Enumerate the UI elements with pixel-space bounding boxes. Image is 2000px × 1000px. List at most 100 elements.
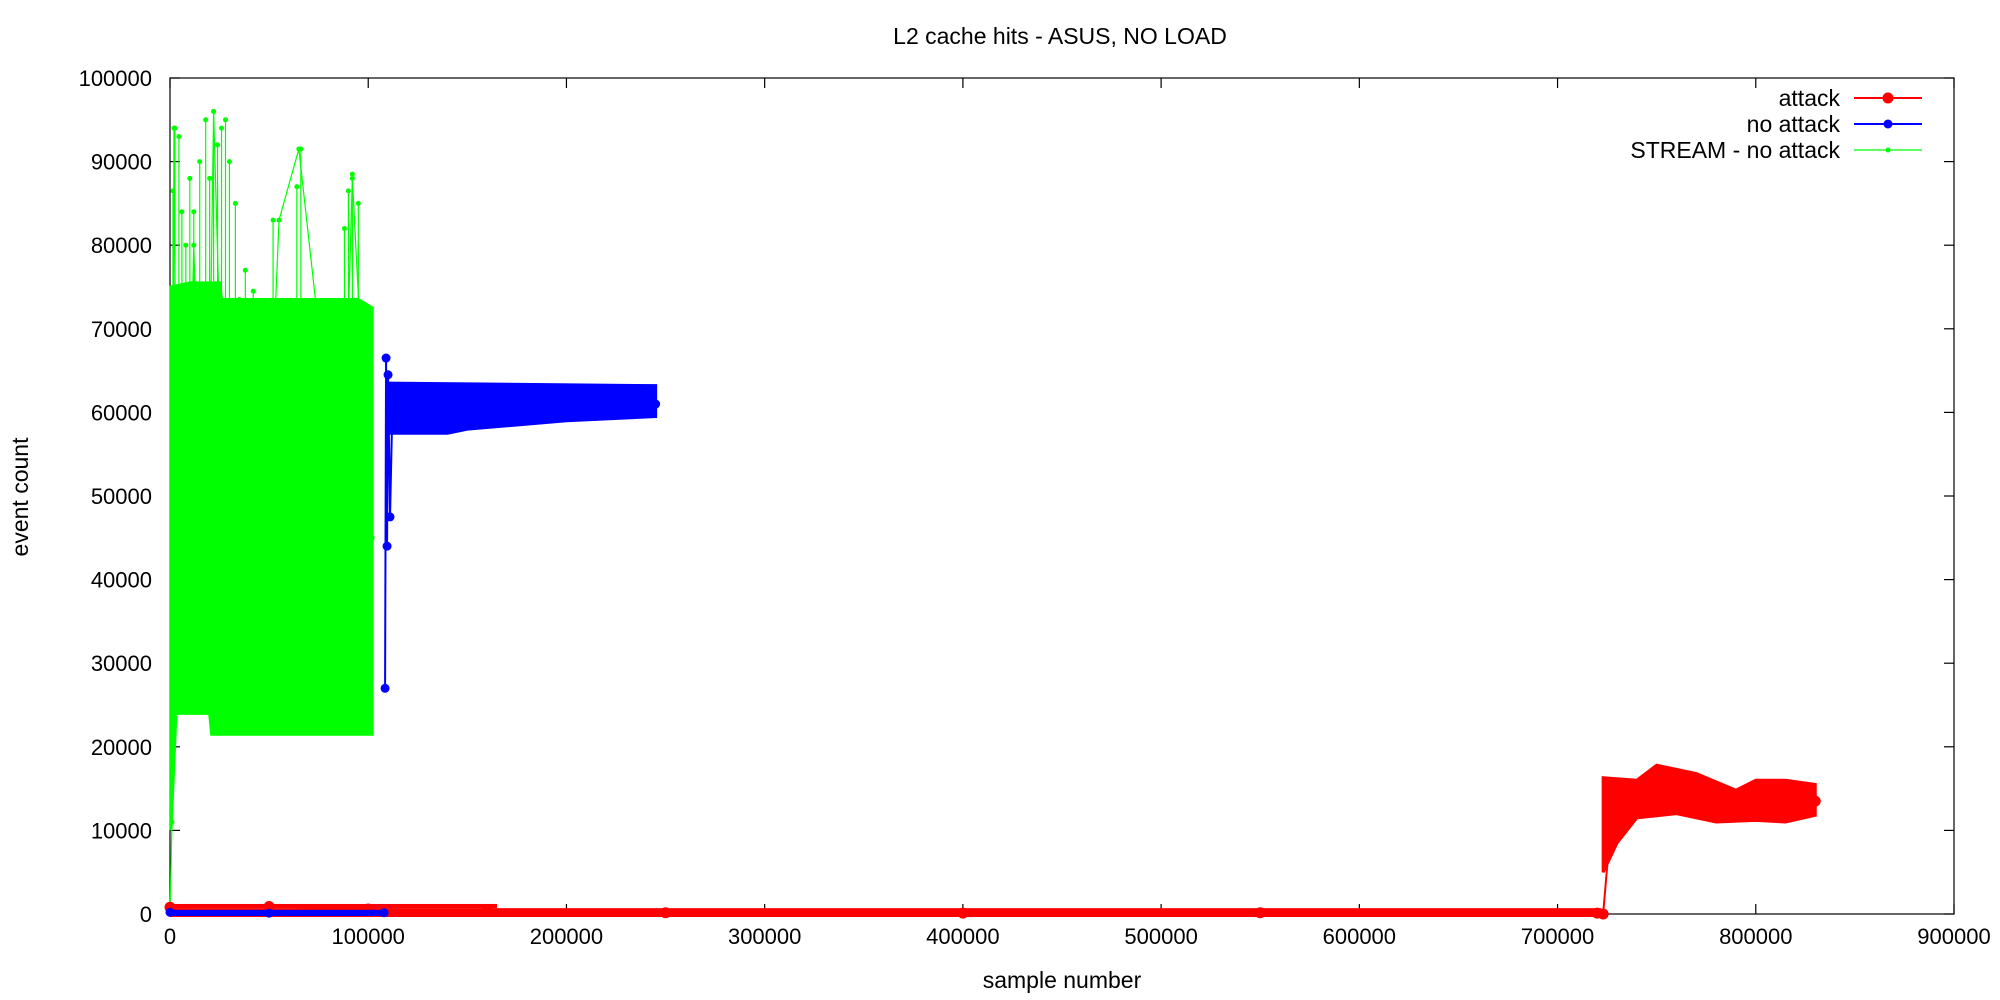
data-point xyxy=(1750,787,1762,799)
data-point xyxy=(382,541,392,551)
x-tick-label: 900000 xyxy=(1917,924,1990,949)
data-point xyxy=(385,512,395,522)
x-tick-label: 100000 xyxy=(332,924,405,949)
y-tick-label: 100000 xyxy=(79,66,152,91)
y-tick-label: 70000 xyxy=(91,317,152,342)
data-point xyxy=(1670,793,1682,805)
data-point xyxy=(1651,787,1663,799)
data-point xyxy=(1607,791,1619,803)
data-point xyxy=(522,397,532,407)
data-point xyxy=(211,108,217,114)
x-axis: 0 100000 200000 300000 400000 500000 600000 700… xyxy=(164,78,1991,949)
data-point xyxy=(387,420,397,430)
x-tick-label: 0 xyxy=(164,924,176,949)
data-point xyxy=(381,353,391,363)
data-point xyxy=(1789,791,1801,803)
data-point xyxy=(276,217,282,223)
data-point xyxy=(369,535,375,541)
legend-label: no attack xyxy=(1747,111,1841,137)
data-point xyxy=(294,184,300,190)
data-point xyxy=(443,401,453,411)
data-point xyxy=(223,535,229,541)
y-tick-label: 40000 xyxy=(91,568,152,593)
data-point xyxy=(173,409,179,415)
data-point xyxy=(232,200,238,206)
y-axis: 0 10000 20000 30000 40000 50000 60000 70000 8000… xyxy=(79,66,1954,927)
data-point xyxy=(203,660,209,666)
data-point xyxy=(383,370,393,380)
data-point xyxy=(250,288,256,294)
data-point xyxy=(316,326,322,332)
data-point xyxy=(341,225,347,231)
series-band xyxy=(1601,763,1817,873)
legend-swatch-marker xyxy=(1882,92,1894,104)
y-tick-label: 20000 xyxy=(91,735,152,760)
data-point xyxy=(296,146,302,152)
chart-title: L2 cache hits - ASUS, NO LOAD xyxy=(893,23,1227,49)
y-tick-label: 90000 xyxy=(91,150,152,175)
data-point xyxy=(349,175,355,181)
data-point xyxy=(183,577,189,583)
data-point xyxy=(226,159,232,165)
y-tick-label: 50000 xyxy=(91,484,152,509)
series-baseline xyxy=(170,903,498,909)
data-point xyxy=(223,117,229,123)
data-point xyxy=(169,819,175,825)
data-point xyxy=(355,200,361,206)
x-tick-label: 500000 xyxy=(1124,924,1197,949)
data-point xyxy=(601,397,611,407)
data-point xyxy=(256,702,262,708)
data-point xyxy=(361,409,367,415)
legend-label: attack xyxy=(1779,85,1841,111)
y-tick-label: 80000 xyxy=(91,233,152,258)
data-point xyxy=(1770,798,1782,810)
data-point xyxy=(1631,795,1643,807)
x-tick-label: 800000 xyxy=(1719,924,1792,949)
data-point xyxy=(393,399,403,409)
legend-swatch-marker xyxy=(1883,119,1893,129)
data-point xyxy=(349,171,355,177)
data-point xyxy=(1730,801,1742,813)
x-tick-label: 200000 xyxy=(530,924,603,949)
y-axis-title: event count xyxy=(7,437,33,557)
data-point xyxy=(191,209,197,215)
y-tick-label: 30000 xyxy=(91,651,152,676)
data-point xyxy=(191,242,197,248)
x-tick-label: 300000 xyxy=(728,924,801,949)
data-point xyxy=(335,660,341,666)
data-point xyxy=(215,142,221,148)
series-band xyxy=(169,281,374,831)
series-baseline xyxy=(170,908,1602,917)
y-tick-label: 10000 xyxy=(91,818,152,843)
data-point xyxy=(203,117,209,123)
data-point xyxy=(1617,804,1629,815)
x-tick-label: 700000 xyxy=(1521,924,1594,949)
y-tick-label: 0 xyxy=(140,902,152,927)
data-point xyxy=(197,159,203,165)
data-point xyxy=(176,134,182,140)
data-point xyxy=(345,188,351,194)
data-point xyxy=(207,175,213,181)
series-attack xyxy=(164,763,1821,920)
data-point xyxy=(651,399,661,409)
series-no-attack xyxy=(165,353,661,918)
data-point xyxy=(380,683,390,693)
x-tick-label: 400000 xyxy=(926,924,999,949)
data-point xyxy=(270,217,276,223)
data-point xyxy=(171,125,177,131)
data-point xyxy=(482,399,492,409)
data-point xyxy=(641,397,651,407)
data-point xyxy=(1690,789,1702,801)
x-axis-title: sample number xyxy=(983,967,1142,993)
x-tick-label: 600000 xyxy=(1323,924,1396,949)
series-band xyxy=(386,381,658,435)
data-point xyxy=(177,284,183,290)
data-point xyxy=(179,209,185,215)
legend-label: STREAM - no attack xyxy=(1630,137,1840,163)
series-stream-no-attack xyxy=(167,108,375,915)
legend-swatch-marker xyxy=(1885,147,1891,153)
data-point xyxy=(403,403,413,413)
data-point xyxy=(561,399,571,409)
data-point xyxy=(242,267,248,273)
